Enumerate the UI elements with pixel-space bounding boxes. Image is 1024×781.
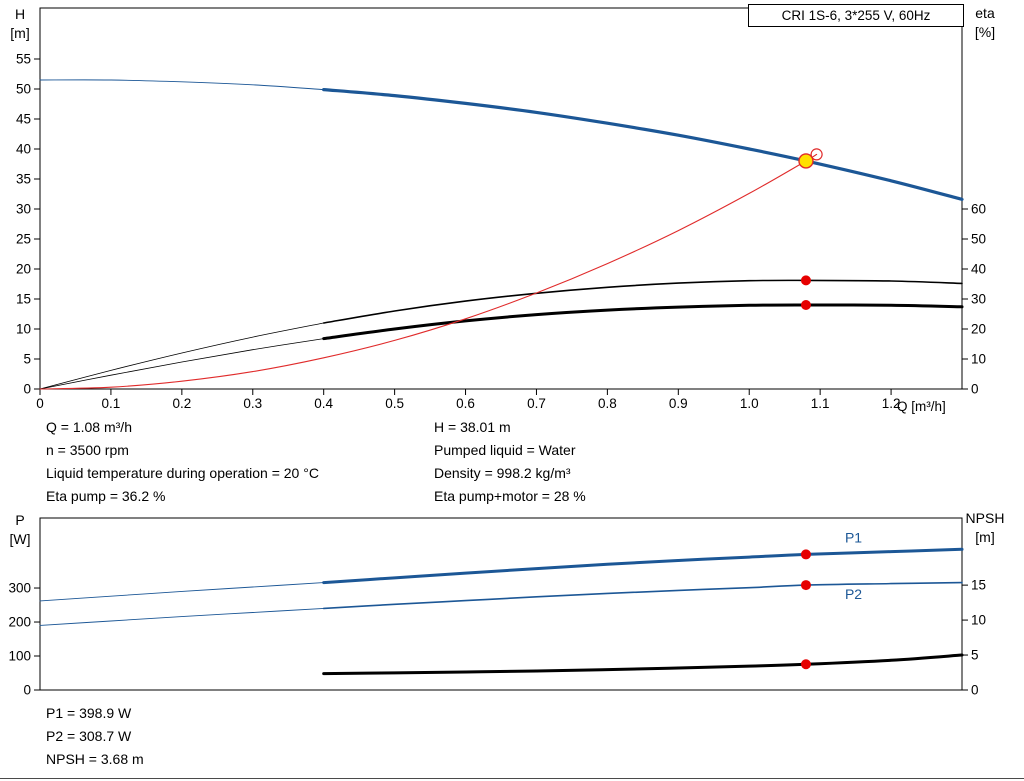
y-left-tick-label: 5 [23,352,31,367]
x-tick-label: 0.4 [314,396,333,411]
y-left-tick-label: 0 [23,683,31,698]
system-curve-end-marker [810,148,823,161]
p-axis-label-unit: [W] [9,531,31,547]
eta-pump-motor [322,303,964,341]
y-left-tick-label: 200 [8,615,31,630]
y-left-tick-label: 0 [23,382,31,397]
annotation-p1: P1 = 398.9 W [46,705,132,721]
eta-axis-label-unit: [%] [974,24,996,40]
x-tick-label: 1.1 [811,396,830,411]
h-curve-lead [39,79,325,91]
pump-title-box: CRI 1S-6, 3*255 V, 60Hz [748,4,964,27]
y-right-tick-label: 40 [971,262,986,277]
p-axis-label-symbol: P [15,512,25,528]
plot-border [39,7,963,390]
y-right-tick-label: 30 [971,292,986,307]
y-right-tick-label: 20 [971,322,986,337]
annotation-pumped-liquid: Pumped liquid = Water [434,442,576,458]
h-axis-label-symbol: H [14,6,26,22]
h-axis-label-unit: [m] [10,25,30,41]
npsh-axis-label-unit: [m] [975,529,995,545]
annotation-n: n = 3500 rpm [46,442,129,458]
p2-curve [322,581,963,610]
y-left-tick-label: 35 [16,172,31,187]
annotation-q: Q = 1.08 m³/h [46,419,132,435]
plot-border [39,517,963,691]
y-left-tick-label: 55 [16,52,31,67]
hq-eta-chart: 0 0.1 0.2 0.3 0.4 0.5 0.6 0.7 0.8 0.9 1.0 1.1 1.2 0 5 1… [16,7,986,411]
x-tick-label: 0.7 [527,396,546,411]
p2-curve-lead [39,607,325,626]
y-right-tick-label: 0 [971,382,979,397]
x-tick-label: 0.9 [669,396,688,411]
x-tick-label: 0.3 [243,396,262,411]
h-axis-label: H [m] [2,5,38,43]
y-left-tick-label: 100 [8,649,31,664]
y-left-tick-label: 300 [8,581,31,596]
p1-label: P1 [845,530,862,546]
y-left-tick-label: 20 [16,262,31,277]
x-tick-label: 0.1 [102,396,121,411]
eta-pump-marker [800,275,811,286]
npsh-curve [322,653,964,676]
x-tick-label: 0.6 [456,396,475,411]
annotation-liquid-temp: Liquid temperature during operation = 20… [46,465,319,481]
operating-conditions-right: H = 38.01 m Pumped liquid = Water Densit… [434,416,586,508]
q-axis-label: Q [m³/h] [897,399,946,414]
eta-pump [322,279,963,324]
p1-curve [322,547,964,585]
y-left-tick-label: 50 [16,82,31,97]
y-left-tick-label: 40 [16,142,31,157]
x-tick-label: 1.2 [882,396,901,411]
power-npsh-results: P1 = 398.9 W P2 = 308.7 W NPSH = 3.68 m [46,702,144,771]
y-right-tick-label: 10 [971,613,986,628]
eta-pump-motor-lead [39,338,325,390]
window-bottom-border [0,778,1024,779]
p1-curve-lead [39,582,325,602]
p-axis-label: P [W] [2,511,38,549]
x-tick-label: 0 [36,396,44,411]
system-curve [39,153,818,390]
y-right-tick-label: 5 [971,648,979,663]
x-tick-label: 0.8 [598,396,617,411]
npsh-marker [800,659,811,670]
y-right-tick-label: 0 [971,683,979,698]
duty-point-marker [798,153,814,169]
y-left-tick-label: 15 [16,292,31,307]
p2-marker [800,580,811,591]
y-right-tick-label: 60 [971,202,986,217]
p2-label: P2 [845,586,862,602]
annotation-density: Density = 998.2 kg/m³ [434,465,571,481]
npsh-axis-label: NPSH [m] [958,509,1012,547]
y-left-tick-label: 45 [16,112,31,127]
h-curve [322,88,964,201]
eta-axis-label: eta [%] [962,4,1008,42]
npsh-axis-label-symbol: NPSH [965,510,1005,526]
y-right-tick-label: 10 [971,352,986,367]
y-right-tick-label: 15 [971,578,986,593]
x-tick-label: 0.5 [385,396,404,411]
annotation-p2: P2 = 308.7 W [46,728,132,744]
power-npsh-chart: 0 100 200 300 0 5 10 15 P1 P2 [8,517,986,698]
annotation-npsh: NPSH = 3.68 m [46,751,144,767]
annotation-h: H = 38.01 m [434,419,511,435]
p1-marker [800,549,811,560]
y-left-tick-label: 25 [16,232,31,247]
annotation-eta-pump-motor: Eta pump+motor = 28 % [434,488,586,504]
x-tick-label: 0.2 [172,396,191,411]
eta-pump-lead [39,322,325,390]
annotation-eta-pump: Eta pump = 36.2 % [46,488,166,504]
y-left-tick-label: 30 [16,202,31,217]
eta-axis-label-symbol: eta [975,5,995,21]
y-right-tick-label: 50 [971,232,986,247]
y-left-tick-label: 10 [16,322,31,337]
eta-pump-motor-marker [800,300,811,310]
x-tick-label: 1.0 [740,396,759,411]
operating-conditions-left: Q = 1.08 m³/h n = 3500 rpm Liquid temper… [46,416,319,508]
